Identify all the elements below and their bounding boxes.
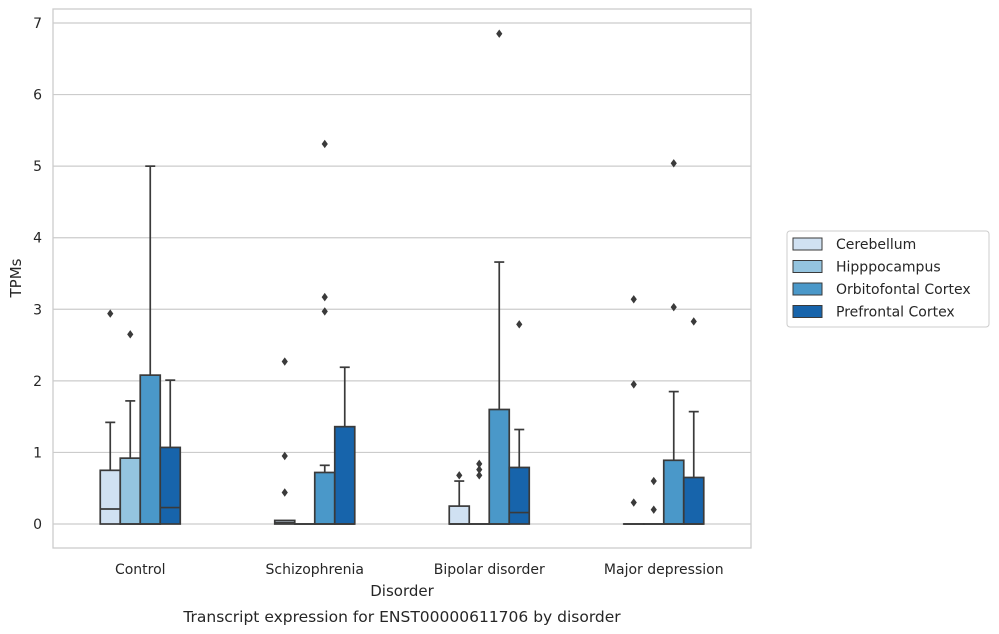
box-control-prefrontal-cortex bbox=[159, 379, 182, 525]
outlier-bipolar-disorder-orbitofontal-cortex-0 bbox=[496, 29, 503, 38]
outlier-schizophrenia-cerebellum-2 bbox=[281, 357, 288, 366]
outlier-schizophrenia-cerebellum-1 bbox=[281, 451, 288, 461]
outlier-major-depression-orbitofontal-cortex-0 bbox=[670, 302, 677, 312]
box-rect-control-cerebellum bbox=[99, 469, 122, 525]
box-bipolar-disorder-orbitofontal-cortex bbox=[488, 29, 511, 525]
chart-caption: Transcript expression for ENST0000061170… bbox=[182, 608, 621, 626]
outlier-bipolar-disorder-cerebellum-0 bbox=[456, 471, 463, 480]
outlier-major-depression-hipppocampus-1 bbox=[650, 476, 657, 486]
box-control-orbitofontal-cortex bbox=[139, 165, 162, 525]
box-rect-bipolar-disorder-cerebellum bbox=[448, 505, 471, 525]
box-rect-bipolar-disorder-prefrontal-cortex bbox=[508, 466, 531, 525]
x-tick-labels: Control Schizophrenia Bipolar disorder Majo… bbox=[115, 562, 724, 578]
legend-label-prefrontal-cortex: Prefrontal Cortex bbox=[836, 305, 955, 321]
plot-frame bbox=[52, 8, 752, 549]
x-tick-label-control: Control bbox=[115, 562, 166, 578]
y-tick-label-1: 1 bbox=[33, 445, 42, 461]
outlier-bipolar-disorder-prefrontal-cortex-0 bbox=[516, 320, 523, 329]
box-rect-bipolar-disorder-orbitofontal-cortex bbox=[488, 408, 511, 525]
box-major-depression-prefrontal-cortex bbox=[682, 317, 705, 525]
x-tick-label-schizophrenia: Schizophrenia bbox=[266, 562, 364, 578]
box-major-depression-hipppocampus bbox=[642, 476, 665, 525]
box-bipolar-disorder-prefrontal-cortex bbox=[508, 320, 531, 525]
legend-label-orbitofontal-cortex: Orbitofontal Cortex bbox=[836, 282, 971, 298]
y-tick-label-0: 0 bbox=[33, 517, 42, 533]
box-rect-schizophrenia-orbitofontal-cortex bbox=[313, 471, 336, 525]
legend-swatch-cerebellum bbox=[792, 237, 823, 251]
plot-boxes bbox=[99, 29, 705, 525]
y-tick-label-3: 3 bbox=[33, 302, 42, 318]
y-tick-label-5: 5 bbox=[33, 159, 42, 175]
legend-swatch-prefrontal-cortex bbox=[792, 305, 823, 318]
legend: Cerebellum Hipppocampus Orbitofontal Corte… bbox=[786, 230, 990, 328]
y-axis-label: TPMs bbox=[7, 258, 25, 298]
box-schizophrenia-prefrontal-cortex bbox=[333, 366, 356, 525]
x-axis-label: Disorder bbox=[370, 582, 434, 600]
outlier-schizophrenia-orbitofontal-cortex-2 bbox=[321, 139, 328, 149]
outlier-major-depression-hipppocampus-0 bbox=[650, 505, 657, 514]
box-rect-schizophrenia-prefrontal-cortex bbox=[333, 425, 356, 525]
outlier-major-depression-cerebellum-2 bbox=[630, 295, 637, 304]
box-bipolar-disorder-hipppocampus bbox=[468, 459, 491, 525]
outlier-control-hipppocampus-0 bbox=[127, 330, 134, 339]
box-schizophrenia-orbitofontal-cortex bbox=[313, 139, 336, 525]
box-major-depression-cerebellum bbox=[622, 295, 645, 525]
legend-label-hipppocampus: Hipppocampus bbox=[836, 260, 941, 276]
outlier-bipolar-disorder-hipppocampus-2 bbox=[476, 459, 483, 469]
box-control-hipppocampus bbox=[119, 330, 142, 525]
y-tick-label-6: 6 bbox=[33, 88, 42, 104]
x-tick-label-bipolar-disorder: Bipolar disorder bbox=[434, 562, 545, 578]
legend-frame bbox=[786, 230, 990, 328]
outlier-control-cerebellum-0 bbox=[107, 309, 114, 318]
box-major-depression-orbitofontal-cortex bbox=[662, 159, 685, 525]
y-tick-label-2: 2 bbox=[33, 374, 42, 390]
box-bipolar-disorder-cerebellum bbox=[448, 471, 471, 525]
box-schizophrenia-cerebellum bbox=[273, 357, 296, 525]
legend-swatch-hipppocampus bbox=[792, 260, 823, 273]
x-tick-label-major-depression: Major depression bbox=[604, 562, 724, 578]
box-rect-major-depression-prefrontal-cortex bbox=[682, 476, 705, 525]
legend-swatch-orbitofontal-cortex bbox=[792, 282, 823, 296]
y-tick-label-7: 7 bbox=[33, 16, 42, 32]
box-rect-major-depression-orbitofontal-cortex bbox=[662, 459, 685, 525]
outlier-major-depression-orbitofontal-cortex-1 bbox=[670, 159, 677, 168]
outlier-bipolar-disorder-hipppocampus-0 bbox=[476, 471, 483, 480]
y-tick-labels: 0 1 2 3 4 5 6 7 bbox=[33, 16, 42, 533]
outlier-schizophrenia-cerebellum-0 bbox=[281, 488, 288, 497]
outlier-major-depression-cerebellum-1 bbox=[630, 380, 637, 389]
box-rect-control-hipppocampus bbox=[119, 457, 142, 525]
outlier-major-depression-prefrontal-cortex-0 bbox=[690, 317, 697, 326]
legend-label-cerebellum: Cerebellum bbox=[836, 237, 916, 253]
outlier-schizophrenia-orbitofontal-cortex-1 bbox=[321, 292, 328, 302]
box-control-cerebellum bbox=[99, 309, 122, 525]
outlier-bipolar-disorder-hipppocampus-1 bbox=[476, 465, 483, 474]
y-tick-label-4: 4 bbox=[33, 231, 42, 247]
box-rect-control-orbitofontal-cortex bbox=[139, 374, 162, 525]
outlier-schizophrenia-orbitofontal-cortex-0 bbox=[321, 307, 328, 316]
box-rect-control-prefrontal-cortex bbox=[159, 446, 182, 525]
outlier-major-depression-cerebellum-0 bbox=[630, 498, 637, 507]
